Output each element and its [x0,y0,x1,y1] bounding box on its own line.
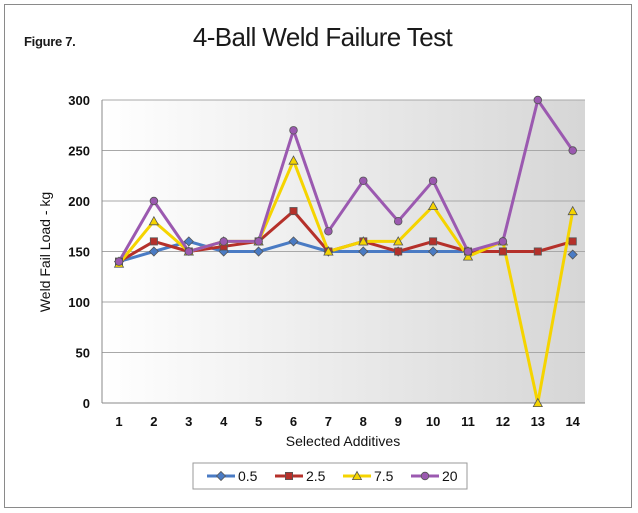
y-tick-label: 300 [68,93,90,108]
y-axis-title: Weld Fail Load - kg [37,192,53,312]
x-tick-label: 11 [461,414,475,429]
y-tick-label: 200 [68,194,90,209]
y-tick-label: 100 [68,295,90,310]
x-axis-title: Selected Additives [286,433,400,449]
data-point-20 [114,257,124,266]
data-point-7.5 [427,200,439,211]
data-point-0.5 [183,236,194,247]
data-point-20 [393,216,403,226]
data-point-0.5 [567,249,578,260]
data-point-2.5 [149,237,158,246]
x-tick-label: 6 [290,414,297,429]
data-point-7.5 [148,215,160,226]
legend-box [192,462,468,490]
legend-marker-7.5 [351,470,363,481]
data-point-20 [184,247,194,256]
data-point-0.5 [358,246,369,257]
y-tick-label: 50 [76,346,90,361]
y-tick-label: 0 [83,396,90,411]
legend-marker-0.5 [215,470,227,482]
x-tick-label: 10 [426,414,440,429]
y-tick-label: 250 [68,144,90,159]
x-tick-label: 9 [395,414,402,429]
data-point-7.5 [323,246,334,256]
data-point-20 [428,176,438,186]
x-tick-label: 7 [325,414,332,429]
series-markers [113,95,578,408]
data-point-7.5 [393,236,404,246]
x-tick-label: 5 [255,414,262,429]
legend-marker-2.5 [284,471,293,480]
data-point-20 [289,126,298,135]
data-point-0.5 [428,246,439,257]
data-point-20 [533,95,543,105]
data-point-7.5 [532,397,543,408]
x-tick-label: 13 [531,414,545,429]
data-point-2.5 [289,207,298,216]
data-point-20 [149,196,159,206]
y-axis-ticks: 0 50 100 150 200 250 300 [68,93,90,411]
legend-label-20: 20 [442,468,458,484]
data-point-2.5 [429,237,438,246]
x-tick-label: 2 [150,414,157,429]
data-point-20 [568,146,577,155]
data-point-20 [498,237,508,246]
chart-title: 4-Ball Weld Failure Test [192,22,453,52]
data-point-7.5 [288,155,299,165]
data-point-7.5 [358,236,369,246]
y-tick-label: 150 [68,245,90,260]
x-axis-ticks: 1 2 3 4 5 6 7 8 9 10 11 12 13 14 [115,414,580,429]
data-point-2.5 [498,247,507,256]
data-point-20 [254,237,263,246]
data-point-0.5 [253,246,264,257]
legend-marker-20 [420,471,430,481]
legend-label-0.5: 0.5 [238,468,258,484]
figure-label: Figure 7. [24,34,76,49]
data-point-2.5 [394,247,403,256]
data-point-20 [324,227,333,236]
data-point-7.5 [567,205,578,216]
x-tick-label: 8 [360,414,367,429]
x-tick-label: 4 [220,414,228,429]
data-point-2.5 [533,247,542,256]
series-line-20 [117,98,574,263]
x-tick-label: 3 [185,414,192,429]
legend-label-2.5: 2.5 [306,468,326,484]
data-point-0.5 [288,236,299,247]
legend-label-7.5: 7.5 [374,468,394,484]
legend: 0.5 2.5 7.5 20 [192,462,468,490]
data-point-20 [463,247,473,256]
x-tick-label: 12 [496,414,510,429]
data-point-7.5 [462,251,474,261]
data-point-0.5 [148,246,159,257]
x-tick-label: 14 [565,414,580,429]
data-point-20 [219,237,228,246]
x-tick-label: 1 [115,414,122,429]
data-point-2.5 [568,237,577,246]
gridlines [101,99,585,404]
data-point-20 [359,176,368,186]
